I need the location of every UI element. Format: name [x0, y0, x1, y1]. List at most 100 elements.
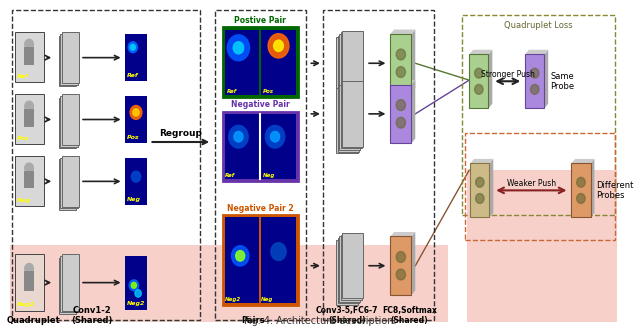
Bar — [261, 217, 296, 303]
Bar — [339, 237, 360, 302]
Text: Neg: Neg — [17, 198, 31, 203]
Bar — [390, 237, 412, 295]
Bar — [60, 96, 77, 146]
Bar — [338, 86, 359, 152]
Polygon shape — [545, 50, 548, 108]
Text: Neg: Neg — [261, 297, 273, 302]
Text: Postive Pair: Postive Pair — [234, 16, 286, 25]
Bar — [15, 156, 44, 206]
Text: Negative Pair 2: Negative Pair 2 — [227, 204, 294, 213]
Text: Quadruplet: Quadruplet — [7, 316, 61, 325]
Bar — [62, 255, 79, 311]
Circle shape — [131, 171, 141, 182]
Bar — [24, 109, 35, 127]
Text: Neg2: Neg2 — [17, 302, 35, 307]
Bar — [470, 164, 490, 217]
Text: Neg2: Neg2 — [225, 297, 241, 302]
Text: Conv1-2
(Shared): Conv1-2 (Shared) — [71, 306, 113, 325]
Text: FC8,Softmax
(Shared): FC8,Softmax (Shared) — [382, 306, 437, 325]
Bar — [340, 32, 362, 98]
Bar — [465, 133, 614, 240]
Bar — [469, 54, 488, 108]
Circle shape — [396, 269, 406, 280]
Bar — [225, 30, 259, 95]
Circle shape — [131, 44, 135, 50]
Circle shape — [577, 177, 585, 187]
Text: Same
Probe: Same Probe — [550, 71, 574, 91]
Bar — [223, 27, 298, 97]
Text: Neg: Neg — [127, 197, 141, 202]
Circle shape — [396, 117, 406, 128]
Bar — [62, 156, 79, 207]
Polygon shape — [490, 159, 493, 217]
Circle shape — [396, 100, 406, 111]
Bar — [60, 34, 77, 85]
Bar — [336, 240, 358, 305]
Bar — [261, 30, 296, 95]
Bar — [15, 255, 44, 311]
Circle shape — [476, 177, 484, 187]
Polygon shape — [572, 159, 595, 164]
Bar — [59, 98, 76, 148]
Circle shape — [274, 40, 284, 52]
Polygon shape — [469, 50, 492, 54]
Bar — [336, 88, 358, 153]
Bar — [225, 114, 259, 179]
Bar — [339, 34, 360, 99]
Circle shape — [234, 132, 243, 142]
Text: Neg: Neg — [263, 173, 275, 178]
Circle shape — [475, 68, 483, 78]
Bar — [390, 85, 412, 143]
Bar — [15, 94, 44, 144]
Bar — [59, 36, 76, 86]
Polygon shape — [470, 159, 493, 164]
Text: Neg2: Neg2 — [127, 301, 146, 306]
Circle shape — [476, 193, 484, 203]
Bar — [15, 32, 44, 82]
Text: Fig. 4. Architecture description.: Fig. 4. Architecture description. — [244, 316, 396, 326]
Bar — [223, 112, 298, 181]
Bar — [342, 81, 364, 146]
Circle shape — [135, 290, 141, 297]
Bar — [336, 38, 358, 103]
Bar — [342, 233, 364, 298]
Text: Conv3-5,FC6-7
(Shared): Conv3-5,FC6-7 (Shared) — [316, 306, 378, 325]
Circle shape — [396, 49, 406, 60]
Circle shape — [396, 252, 406, 263]
Text: Different
Probes: Different Probes — [596, 181, 634, 200]
Circle shape — [233, 42, 244, 54]
Circle shape — [232, 246, 249, 266]
Circle shape — [129, 280, 138, 291]
Bar — [525, 54, 545, 108]
Circle shape — [130, 106, 142, 119]
Text: Ref: Ref — [127, 73, 139, 78]
Polygon shape — [412, 232, 415, 295]
Bar — [60, 158, 77, 208]
Bar — [338, 238, 359, 303]
Bar — [125, 34, 147, 81]
Bar — [342, 31, 364, 96]
Circle shape — [25, 163, 33, 173]
Circle shape — [396, 66, 406, 77]
Bar — [338, 36, 359, 101]
Bar — [340, 83, 362, 148]
Circle shape — [236, 251, 244, 261]
Bar — [340, 235, 362, 300]
Polygon shape — [525, 50, 548, 54]
Circle shape — [531, 85, 539, 94]
Text: Ref: Ref — [225, 173, 235, 178]
Text: Ref: Ref — [227, 89, 237, 93]
Circle shape — [268, 34, 289, 58]
Text: Pos: Pos — [263, 89, 274, 93]
Bar — [24, 171, 35, 189]
Text: Quadruplet Loss: Quadruplet Loss — [504, 20, 573, 30]
Text: Pos: Pos — [17, 136, 29, 141]
Polygon shape — [390, 232, 415, 237]
Bar — [339, 85, 360, 150]
Circle shape — [227, 35, 250, 61]
Circle shape — [133, 109, 139, 116]
Text: Negative Pair: Negative Pair — [231, 100, 290, 109]
Polygon shape — [412, 30, 415, 92]
Circle shape — [577, 193, 585, 203]
Text: Regroup: Regroup — [159, 129, 202, 138]
